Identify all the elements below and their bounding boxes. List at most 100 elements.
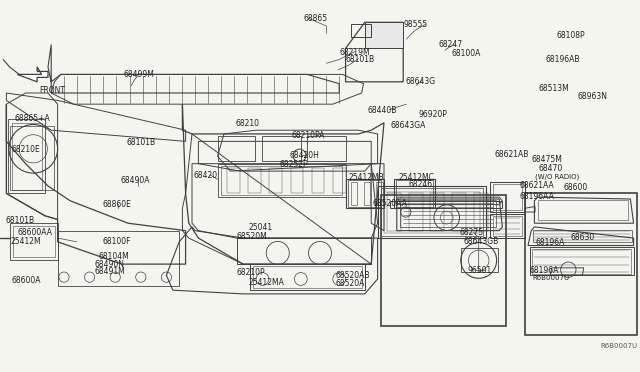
Bar — [474, 193, 488, 231]
Text: 68499M: 68499M — [124, 70, 154, 79]
Text: FRONT: FRONT — [40, 86, 66, 95]
Text: 68860E: 68860E — [102, 200, 131, 209]
Bar — [221, 166, 342, 195]
Text: R6B0007U: R6B0007U — [532, 275, 570, 281]
Bar — [409, 193, 423, 231]
Bar — [346, 179, 384, 208]
Bar — [384, 192, 480, 232]
Text: 68101B: 68101B — [127, 138, 156, 147]
Bar — [396, 180, 433, 207]
Text: 68420H: 68420H — [290, 151, 320, 160]
Text: 68196AA: 68196AA — [520, 192, 554, 201]
Text: 25412MB: 25412MB — [348, 173, 384, 182]
Bar — [10, 126, 54, 190]
Text: 68513M: 68513M — [539, 84, 570, 93]
Bar — [262, 136, 301, 161]
Bar — [10, 223, 58, 260]
Bar — [333, 168, 346, 193]
Text: 68210: 68210 — [236, 119, 260, 128]
Text: 68520A: 68520A — [335, 279, 365, 288]
Bar — [248, 168, 261, 193]
Text: 96920P: 96920P — [419, 110, 447, 119]
Bar — [387, 193, 401, 231]
Bar — [430, 193, 445, 231]
Bar — [394, 179, 435, 208]
Text: 68210PA: 68210PA — [291, 131, 324, 140]
Text: 68600A: 68600A — [12, 276, 41, 285]
Text: 25412MA: 25412MA — [248, 278, 284, 287]
Text: 25412M: 25412M — [10, 237, 41, 246]
Bar — [452, 193, 466, 231]
Bar — [348, 180, 381, 207]
Text: 68470: 68470 — [539, 164, 563, 173]
Bar — [376, 182, 383, 205]
Bar — [237, 238, 371, 264]
Bar — [364, 182, 370, 205]
Text: 68490N: 68490N — [95, 260, 125, 269]
Text: 68643GB: 68643GB — [463, 237, 499, 246]
Text: 68420: 68420 — [193, 171, 218, 180]
Text: 68630: 68630 — [571, 233, 595, 242]
Bar — [218, 136, 255, 161]
Text: 68275: 68275 — [460, 228, 484, 237]
Bar — [250, 264, 365, 290]
Text: 68440B: 68440B — [367, 106, 397, 115]
Text: 68210P: 68210P — [237, 268, 266, 277]
Text: 68101B: 68101B — [5, 216, 35, 225]
Bar — [493, 184, 522, 210]
Text: 68104M: 68104M — [99, 252, 129, 261]
Text: 68621AA: 68621AA — [520, 181, 554, 190]
Text: 68196A: 68196A — [535, 238, 564, 247]
Text: 68196AB: 68196AB — [545, 55, 580, 64]
Bar — [253, 266, 362, 288]
Text: 68101B: 68101B — [346, 55, 375, 64]
Text: 96501: 96501 — [467, 266, 492, 275]
Text: 68100A: 68100A — [451, 49, 481, 58]
Text: 68210E: 68210E — [12, 145, 40, 154]
Text: 25412MC: 25412MC — [398, 173, 434, 182]
Text: 68600: 68600 — [563, 183, 588, 192]
Text: 68865+A: 68865+A — [14, 114, 50, 123]
Text: 98555: 98555 — [403, 20, 428, 29]
Text: 68219M: 68219M — [339, 48, 370, 57]
Text: 68252P: 68252P — [280, 160, 308, 169]
Bar — [351, 24, 371, 37]
Bar — [12, 123, 42, 190]
Polygon shape — [17, 67, 48, 82]
Bar — [8, 119, 45, 193]
Text: 68520AA: 68520AA — [372, 199, 407, 208]
Polygon shape — [365, 22, 403, 48]
Text: 68621AB: 68621AB — [494, 150, 529, 159]
Text: 68246: 68246 — [408, 180, 433, 189]
Text: (W/O RADIO): (W/O RADIO) — [535, 173, 579, 180]
Text: 68490A: 68490A — [120, 176, 150, 185]
Bar — [493, 216, 522, 236]
Text: 25041: 25041 — [248, 223, 273, 232]
Text: 68100F: 68100F — [102, 237, 131, 246]
Bar — [291, 168, 303, 193]
Bar — [381, 195, 506, 326]
Text: 68520AB: 68520AB — [335, 271, 370, 280]
Text: 68247: 68247 — [438, 40, 463, 49]
Bar — [532, 249, 631, 274]
Text: 68520M: 68520M — [237, 232, 268, 241]
Text: 68475M: 68475M — [531, 155, 562, 164]
Bar — [13, 226, 55, 257]
Text: 68108P: 68108P — [557, 31, 586, 40]
Bar — [218, 164, 346, 197]
Bar — [461, 248, 498, 272]
Bar — [378, 186, 486, 238]
Bar — [490, 214, 525, 238]
Bar — [525, 193, 637, 335]
Text: R6B0007U: R6B0007U — [600, 343, 637, 349]
Text: 68643G: 68643G — [406, 77, 436, 86]
Text: 68600AA: 68600AA — [18, 228, 53, 237]
Bar — [307, 136, 346, 161]
Bar — [381, 188, 483, 236]
Bar — [490, 182, 525, 212]
Text: 68865: 68865 — [304, 14, 328, 23]
Bar — [312, 168, 324, 193]
Text: 68643GA: 68643GA — [390, 121, 426, 130]
Bar — [227, 168, 240, 193]
Bar — [351, 182, 357, 205]
